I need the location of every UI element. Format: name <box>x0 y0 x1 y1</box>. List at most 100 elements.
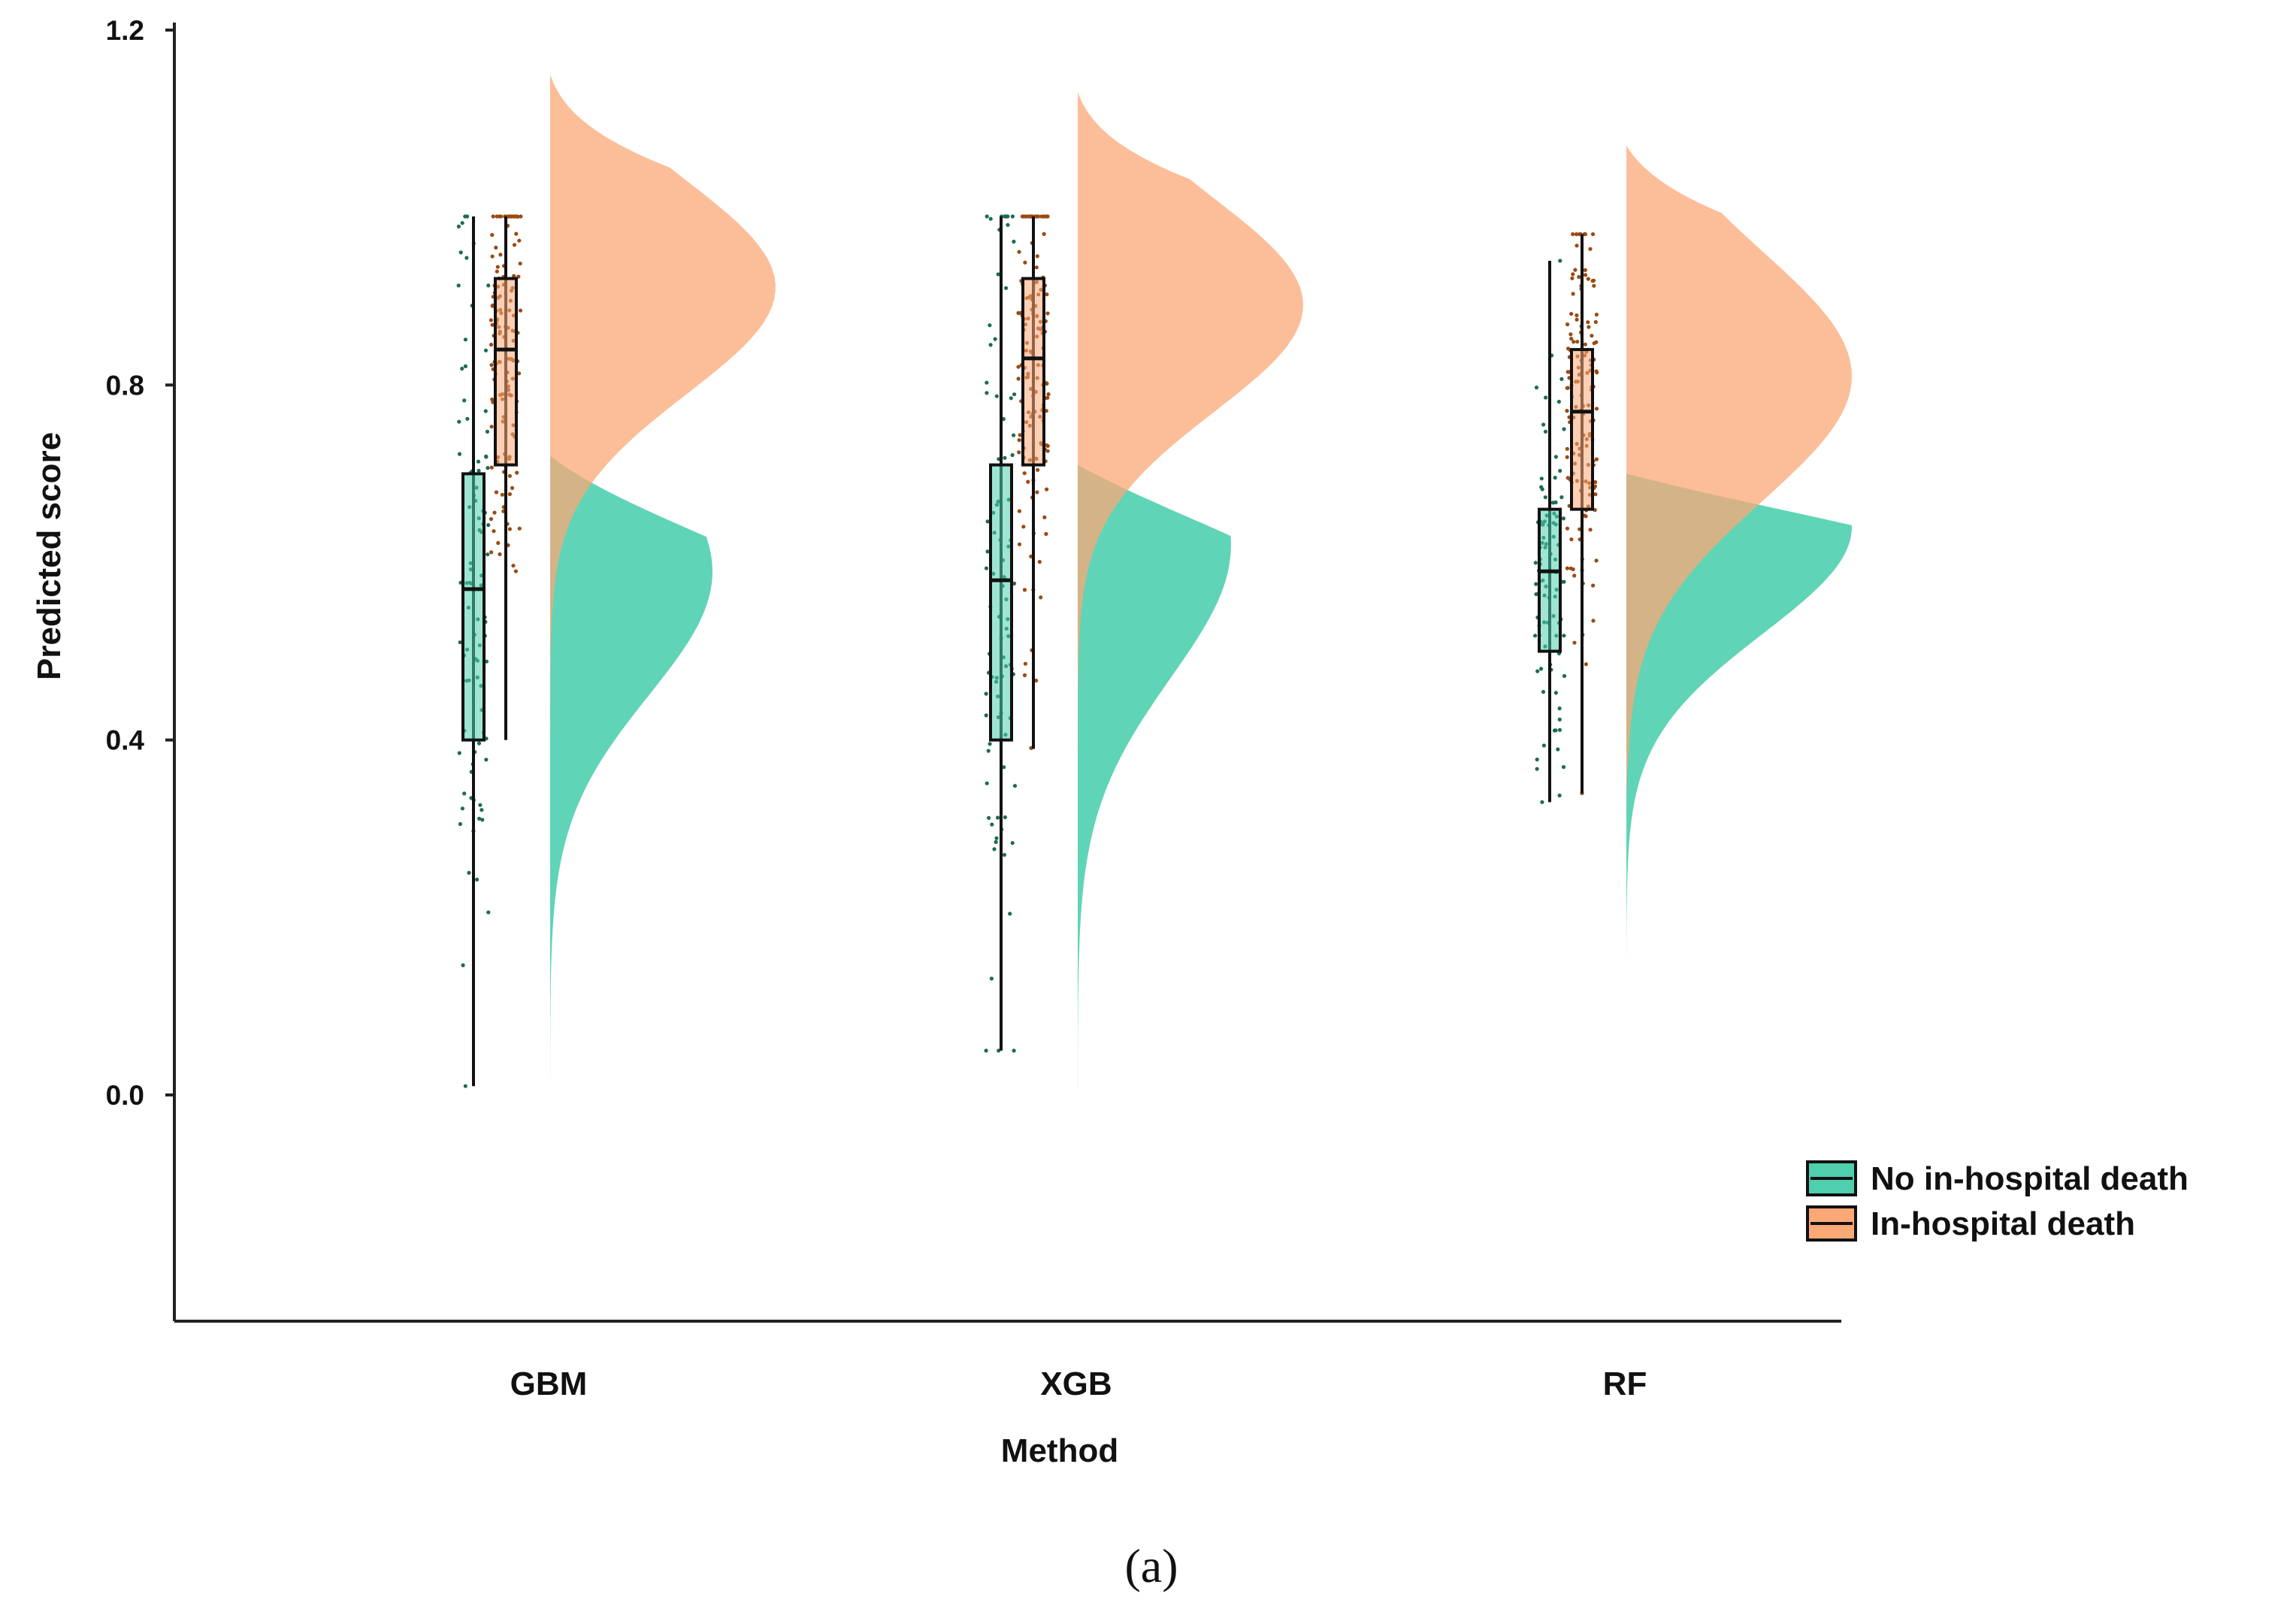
jitter-point <box>1045 487 1049 491</box>
jitter-point <box>1577 232 1582 237</box>
jitter-point <box>1027 214 1031 219</box>
jitter-point <box>1035 254 1039 259</box>
density-cloud-death-xgb <box>1078 92 1303 962</box>
x-tick-label-rf: RF <box>1603 1366 1647 1402</box>
jitter-point <box>494 245 498 250</box>
jitter-point <box>456 224 461 228</box>
jitter-point <box>458 821 463 827</box>
jitter-point <box>1570 276 1575 280</box>
boxplot-layer <box>461 216 1594 1087</box>
jitter-point <box>1568 332 1573 337</box>
jitter-point <box>512 243 517 247</box>
jitter-point <box>1533 634 1538 638</box>
jitter-point <box>494 490 499 495</box>
density-cloud-death-gbm <box>550 74 776 1006</box>
jitter-point <box>1535 767 1539 771</box>
boxplot-box-death-rf <box>1570 348 1594 511</box>
jitter-point <box>491 214 495 219</box>
jitter-point <box>484 659 489 664</box>
jitter-point <box>458 250 463 255</box>
jitter-point <box>1541 422 1546 427</box>
legend: No in-hospital death In-hospital death <box>1806 1160 2189 1242</box>
boxplot-box-no-death-gbm <box>461 472 486 742</box>
jitter-point <box>489 343 494 347</box>
jitter-point <box>507 214 513 219</box>
jitter-point <box>518 308 523 313</box>
jitter-point <box>1034 265 1039 270</box>
density-cloud-no-death-gbm <box>550 455 712 1264</box>
jitter-point <box>457 751 461 755</box>
legend-entry-death: In-hospital death <box>1806 1205 2135 1242</box>
jitter-point <box>1022 588 1027 592</box>
jitter-point <box>490 254 495 259</box>
jitter-point <box>1553 691 1558 695</box>
jitter-point <box>1572 340 1576 344</box>
jitter-point <box>1012 392 1017 397</box>
jitter-point <box>467 870 471 875</box>
legend-label-no-death: No in-hospital death <box>1871 1160 2189 1197</box>
jitter-point <box>985 380 989 385</box>
jitter-point <box>1575 340 1580 344</box>
jitter-point <box>486 523 491 528</box>
jitter-point <box>495 269 499 274</box>
jitter-point <box>1044 531 1048 537</box>
jitter-point <box>1566 346 1571 351</box>
jitter-point <box>457 452 462 456</box>
jitter-point <box>1583 268 1587 272</box>
jitter-point <box>1026 479 1030 484</box>
jitter-point <box>1034 679 1039 683</box>
jitter-point <box>475 877 479 882</box>
jitter-point <box>1037 560 1042 564</box>
jitter-point <box>515 470 519 475</box>
jitter-point <box>486 910 491 915</box>
jitter-point <box>1010 214 1015 219</box>
jitter-point <box>498 552 502 557</box>
jitter-point <box>489 465 494 470</box>
jitter-point <box>1539 476 1544 481</box>
jitter-point <box>1557 793 1562 798</box>
jitter-point <box>479 808 484 812</box>
jitter-point <box>476 459 481 464</box>
jitter-point <box>1012 433 1016 437</box>
jitter-point <box>492 510 497 515</box>
jitter-point <box>1022 673 1027 678</box>
jitter-point <box>483 409 488 413</box>
jitter-point <box>1572 573 1577 578</box>
jitter-point <box>1556 747 1560 752</box>
jitter-point <box>1003 214 1007 219</box>
jitter-point <box>489 425 494 429</box>
jitter-point <box>1561 765 1566 770</box>
jitter-point <box>1016 377 1021 381</box>
x-ticks: GBM XGB RF <box>510 1366 1647 1402</box>
jitter-point <box>1559 377 1564 381</box>
jitter-point <box>495 265 500 269</box>
jitter-point <box>478 803 482 807</box>
jitter-point <box>984 713 988 718</box>
jitter-point <box>512 274 516 278</box>
jitter-point <box>989 976 994 981</box>
jitter-point <box>1002 765 1006 770</box>
jitter-point <box>994 394 999 398</box>
jitter-point <box>1584 662 1588 667</box>
jitter-point <box>476 741 482 746</box>
jitter-point <box>457 419 461 424</box>
jitter-point <box>993 337 997 341</box>
jitter-point <box>1587 325 1591 329</box>
jitter-point <box>1534 582 1538 586</box>
density-cloud-no-death-xgb <box>1078 464 1231 1175</box>
jitter-point <box>994 836 999 840</box>
jitter-point <box>1035 490 1039 495</box>
jitter-point <box>1583 342 1587 346</box>
jitter-point <box>513 569 519 573</box>
jitter-point <box>1593 319 1598 325</box>
jitter-point <box>1565 409 1569 413</box>
jitter-point <box>1591 583 1596 588</box>
jitter-point <box>988 216 993 221</box>
jitter-point <box>1557 717 1562 722</box>
jitter-point <box>984 1048 988 1053</box>
jitter-point <box>1594 313 1599 317</box>
jitter-point <box>1540 487 1544 491</box>
jitter-point <box>1543 429 1548 434</box>
y-tick-label: 1.2 <box>106 15 144 46</box>
jitter-point <box>1558 468 1562 473</box>
